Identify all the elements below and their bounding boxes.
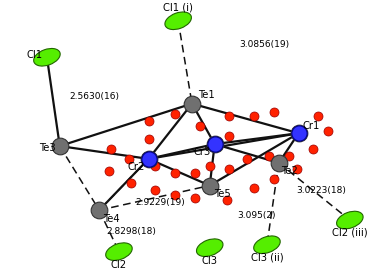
Text: 2.5630(16): 2.5630(16) xyxy=(70,92,120,101)
Text: Cr2: Cr2 xyxy=(127,162,145,172)
Ellipse shape xyxy=(337,211,363,229)
Text: 3.0223(18): 3.0223(18) xyxy=(296,186,347,195)
Ellipse shape xyxy=(106,243,132,260)
Text: Te1: Te1 xyxy=(198,90,215,100)
Text: Cr1: Cr1 xyxy=(302,121,320,131)
Ellipse shape xyxy=(34,48,60,66)
Text: 2.8298(18): 2.8298(18) xyxy=(106,227,156,236)
Text: Cl1 (i): Cl1 (i) xyxy=(163,3,193,13)
Text: 2.9229(19): 2.9229(19) xyxy=(136,198,185,207)
Text: Cl3: Cl3 xyxy=(202,256,218,266)
Text: Cl2: Cl2 xyxy=(111,260,127,270)
Text: Te3: Te3 xyxy=(39,143,56,153)
Text: Te4: Te4 xyxy=(103,214,120,224)
Text: Cl1: Cl1 xyxy=(27,50,43,60)
Text: Cl2 (iii): Cl2 (iii) xyxy=(332,228,368,238)
Text: Cr3: Cr3 xyxy=(193,147,211,157)
Text: 3.095(2): 3.095(2) xyxy=(238,211,276,220)
Text: Cl3 (ii): Cl3 (ii) xyxy=(251,253,283,263)
Text: Te5: Te5 xyxy=(214,189,230,199)
Text: 3.0856(19): 3.0856(19) xyxy=(239,40,290,49)
Text: Te2: Te2 xyxy=(281,166,298,176)
Ellipse shape xyxy=(254,236,280,253)
Ellipse shape xyxy=(165,12,192,30)
Ellipse shape xyxy=(196,239,223,257)
